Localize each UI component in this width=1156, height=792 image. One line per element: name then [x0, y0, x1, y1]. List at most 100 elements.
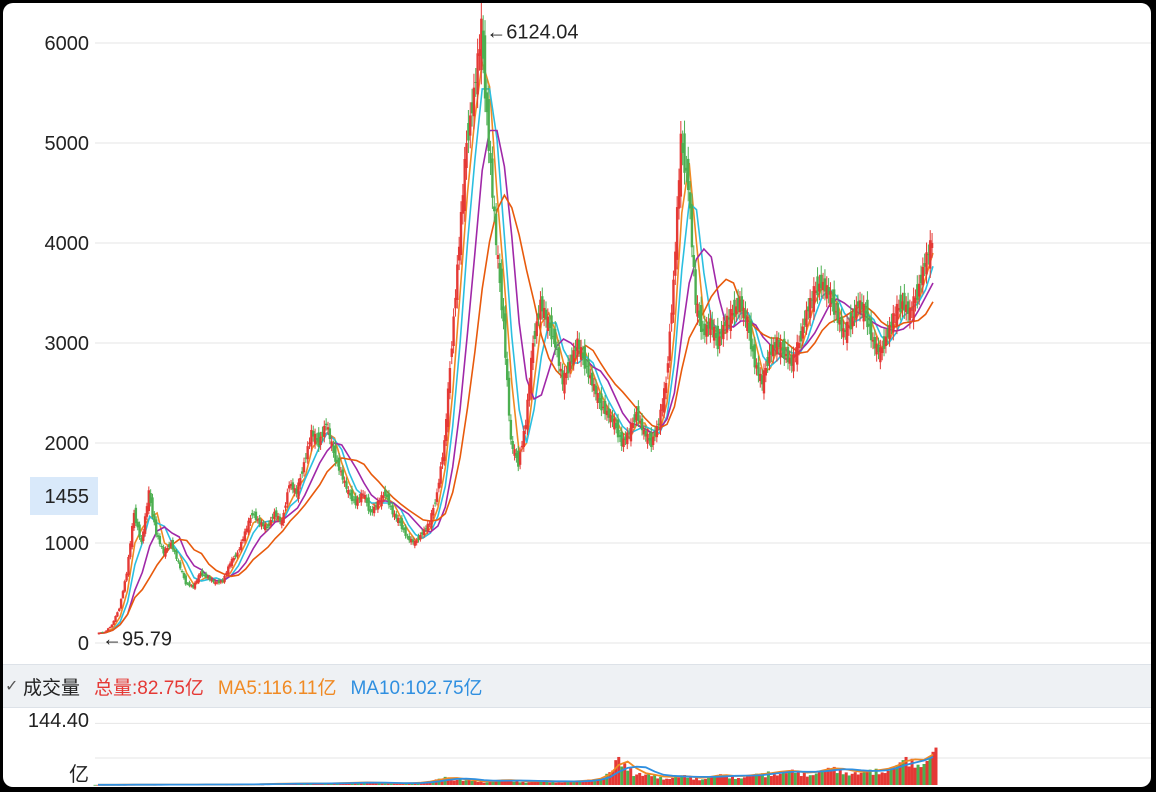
- candle-body: [323, 425, 326, 438]
- candle-body: [696, 303, 699, 317]
- candle-body: [903, 292, 906, 311]
- volume-bar: [617, 756, 621, 785]
- candle-body: [578, 340, 581, 350]
- volume-bar: [748, 776, 752, 785]
- price-cursor-highlight: [30, 477, 98, 515]
- candle-body: [134, 507, 138, 524]
- volume-bar: [482, 782, 486, 785]
- candle-body: [509, 419, 513, 440]
- candle-body: [860, 302, 864, 310]
- candle-body: [513, 449, 516, 456]
- candle-body: [212, 579, 215, 583]
- y-tick-label: 5000: [45, 133, 90, 155]
- candle-body: [426, 523, 429, 532]
- candle-body: [753, 344, 756, 368]
- candle-body: [810, 299, 814, 301]
- volume-bar: [222, 784, 226, 786]
- volume-bar: [228, 784, 232, 786]
- candle-body: [365, 498, 368, 503]
- candle-body: [522, 431, 526, 447]
- volume-bar: [805, 776, 809, 785]
- candle-body: [321, 431, 324, 437]
- candle-body: [411, 539, 415, 543]
- candle-body: [374, 505, 378, 507]
- candle-body: [419, 534, 422, 540]
- candle-body: [167, 544, 171, 548]
- volume-bar: [919, 767, 923, 785]
- candle-body: [779, 342, 782, 358]
- candle-body: [539, 299, 542, 320]
- volume-bar: [362, 782, 366, 785]
- volume-ma10-line: [98, 756, 934, 786]
- volume-bar: [826, 767, 830, 785]
- candle-body: [633, 414, 636, 423]
- volume-bar: [434, 779, 438, 785]
- volume-bar: [407, 782, 411, 785]
- volume-bar: [264, 783, 268, 785]
- volume-bar: [847, 775, 851, 785]
- candle-body: [816, 276, 819, 296]
- volume-bar: [727, 778, 731, 785]
- candle-body: [925, 252, 928, 275]
- candle-body: [637, 406, 640, 422]
- candle-body: [457, 246, 461, 261]
- price-chart[interactable]: 0 1000 2000 3000 4000 5000 6000 ←6124.04 ←95.7…: [3, 3, 1151, 664]
- candle-body: [437, 482, 441, 489]
- candle-body: [746, 316, 749, 331]
- candle-body: [485, 92, 489, 113]
- candle-body: [764, 368, 768, 376]
- candle-body: [668, 331, 671, 361]
- candle-body: [243, 531, 247, 542]
- candle-body: [494, 213, 498, 246]
- candle-body: [526, 399, 529, 430]
- candle-body: [230, 558, 234, 567]
- candle-body: [256, 519, 259, 521]
- volume-bar: [650, 776, 654, 785]
- candle-body: [670, 312, 673, 324]
- candle-body: [640, 418, 644, 431]
- candle-body: [119, 599, 123, 609]
- volume-bar: [823, 769, 827, 785]
- volume-ma5-line: [98, 753, 934, 786]
- volume-bar: [347, 783, 351, 785]
- chevron-icon[interactable]: ✓: [5, 678, 17, 695]
- candle-body: [409, 538, 413, 543]
- volume-bar: [530, 781, 534, 785]
- volume-bar: [817, 771, 821, 785]
- candle-body: [258, 518, 261, 525]
- candle-body: [533, 331, 537, 339]
- volume-bar: [446, 779, 450, 785]
- volume-bar: [635, 774, 639, 785]
- volume-unit-label: 亿: [69, 763, 89, 786]
- volume-bar: [509, 780, 513, 785]
- candle-body: [389, 505, 393, 507]
- candle-body: [500, 268, 503, 311]
- candle-body: [114, 616, 117, 622]
- volume-bar: [587, 779, 591, 785]
- candle-body: [901, 301, 904, 309]
- candle-body: [406, 536, 409, 538]
- candle-body: [336, 459, 339, 463]
- candle-body: [849, 312, 852, 330]
- candle-body: [518, 452, 522, 465]
- candle-body: [705, 324, 708, 337]
- candle-body: [759, 373, 762, 382]
- candle-body: [914, 298, 917, 303]
- candle-body: [310, 429, 313, 447]
- volume-bar: [96, 784, 100, 786]
- volume-bar: [410, 783, 414, 785]
- volume-bar: [913, 767, 917, 785]
- candle-body: [772, 345, 775, 357]
- volume-bar: [692, 779, 696, 785]
- candle-body: [703, 323, 707, 336]
- candle-body: [507, 377, 511, 416]
- candle-body: [884, 336, 888, 346]
- candle-body: [644, 430, 647, 437]
- volume-bar: [108, 784, 112, 786]
- volume-bar: [383, 783, 387, 785]
- ma-line-5: [97, 129, 934, 635]
- candle-body: [158, 535, 162, 545]
- candle-body: [177, 560, 180, 562]
- volume-bar: [751, 774, 755, 785]
- volume-bar: [653, 775, 657, 785]
